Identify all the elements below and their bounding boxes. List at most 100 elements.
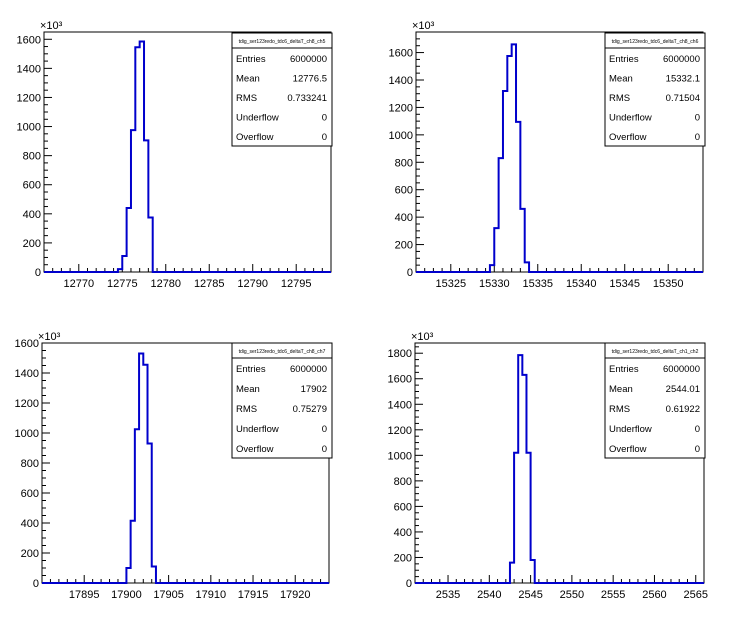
stats-label: Overflow	[236, 444, 274, 455]
stats-value: 0	[322, 444, 327, 455]
stats-value: 6000000	[290, 54, 327, 65]
y-tick-label: 0	[35, 267, 41, 279]
stats-box-title: tdig_ser123redo_tdc6_deltaT_ch8_ch5	[239, 39, 326, 45]
stats-value: 0	[695, 132, 700, 143]
stats-value: 0	[322, 113, 327, 124]
stats-value: 0	[695, 444, 700, 455]
stats-label: Entries	[236, 54, 266, 65]
stats-value: 0	[322, 132, 327, 143]
x-tick-label: 17910	[196, 589, 227, 601]
x-tick-label: 12770	[63, 278, 94, 290]
y-tick-label: 800	[394, 476, 412, 488]
stats-value: 0	[322, 424, 327, 435]
stats-box-frame	[604, 32, 706, 147]
stats-box-title: tdig_ser123redo_tdc6_deltaT_ch8_ch7	[239, 349, 326, 355]
stats-label: Underflow	[236, 424, 279, 435]
y-tick-label: 1400	[17, 63, 41, 75]
y-tick-label: 1400	[389, 75, 413, 87]
stats-value: 0.75279	[293, 404, 327, 415]
x-tick-label: 17920	[280, 589, 311, 601]
y-tick-label: 200	[23, 238, 41, 250]
y-tick-label: 600	[395, 185, 413, 197]
x-tick-label: 17895	[69, 589, 100, 601]
stats-box: tdig_ser123redo_tdc6_deltaT_ch8_ch6 Entri…	[604, 32, 706, 147]
y-tick-label: 400	[395, 212, 413, 224]
histogram-panel-1: 0 200 400 600 800 1000 1200 1400 1600 12770 12775 1…	[17, 20, 333, 290]
y-tick-label: 800	[23, 151, 41, 163]
stats-value: 2544.01	[666, 384, 700, 395]
stats-label: RMS	[609, 404, 630, 415]
x-tick-label: 17905	[153, 589, 184, 601]
y-multiplier-label: ×10³	[412, 20, 435, 32]
x-tick-label: 15325	[435, 278, 466, 290]
histogram-step-line	[42, 352, 329, 584]
y-tick-label: 0	[407, 267, 413, 279]
y-tick-label: 1000	[388, 450, 412, 462]
stats-box-title: tdig_ser123redo_tdc6_deltaT_ch8_ch6	[612, 39, 699, 45]
y-tick-label: 400	[23, 209, 41, 221]
x-tick-label: 12795	[281, 278, 312, 290]
y-tick-label: 1200	[388, 425, 412, 437]
y-tick-label: 1600	[389, 48, 413, 60]
y-tick-label: 1400	[15, 368, 39, 380]
stats-value: 0.71504	[666, 93, 700, 104]
y-tick-label: 200	[21, 548, 39, 560]
stats-value: 0.61922	[666, 404, 700, 415]
stats-label: Underflow	[609, 424, 652, 435]
stats-label: Mean	[236, 384, 260, 395]
stats-box: tdig_ser123redo_tdc6_deltaT_ch1_ch2 Entri…	[604, 342, 706, 459]
histogram-panel-2: 0 200 400 600 800 1000 1200 1400 1600 15325 15330 1…	[389, 20, 706, 290]
stats-value: 17902	[301, 384, 327, 395]
y-tick-label: 1600	[388, 374, 412, 386]
histogram-step-line	[416, 43, 703, 273]
y-tick-label: 0	[33, 578, 39, 590]
stats-value: 6000000	[290, 364, 327, 375]
histogram-panel-3: 0 200 400 600 800 1000 1200 1400 1600 17895 17900 1…	[15, 331, 333, 601]
y-tick-label: 600	[21, 488, 39, 500]
x-tick-label: 12790	[237, 278, 268, 290]
y-tick-label: 1600	[17, 34, 41, 46]
histogram-step-line	[44, 40, 331, 273]
stats-label: Mean	[609, 384, 633, 395]
y-tick-label: 800	[21, 458, 39, 470]
stats-box-title: tdig_ser123redo_tdc6_deltaT_ch1_ch2	[612, 349, 699, 355]
y-tick-label: 1200	[15, 398, 39, 410]
x-tick-label: 2550	[560, 589, 584, 601]
y-multiplier-label: ×10³	[38, 331, 61, 343]
y-tick-label: 400	[394, 527, 412, 539]
x-tick-label: 2540	[477, 589, 501, 601]
stats-box-frame	[604, 342, 706, 459]
y-tick-label: 400	[21, 518, 39, 530]
y-tick-label: 600	[394, 501, 412, 513]
stats-label: Entries	[236, 364, 266, 375]
stats-value: 15332.1	[666, 73, 700, 84]
x-tick-label: 12775	[107, 278, 138, 290]
stats-value: 6000000	[663, 54, 700, 65]
y-tick-label: 1600	[15, 338, 39, 350]
stats-label: RMS	[236, 404, 257, 415]
stats-box: tdig_ser123redo_tdc6_deltaT_ch8_ch7 Entri…	[231, 342, 333, 459]
x-tick-label: 17900	[111, 589, 142, 601]
x-tick-label: 17915	[238, 589, 269, 601]
stats-label: Mean	[609, 73, 633, 84]
x-tick-label: 15345	[609, 278, 640, 290]
x-tick-label: 2560	[642, 589, 666, 601]
y-tick-label: 1200	[389, 102, 413, 114]
y-multiplier-label: ×10³	[411, 331, 434, 343]
y-multiplier-label: ×10³	[40, 20, 63, 32]
stats-value: 12776.5	[293, 73, 327, 84]
x-tick-label: 15340	[566, 278, 597, 290]
y-tick-label: 0	[406, 578, 412, 590]
y-tick-label: 600	[23, 180, 41, 192]
y-tick-label: 1000	[17, 122, 41, 134]
stats-value: 6000000	[663, 364, 700, 375]
stats-label: Underflow	[609, 113, 652, 124]
stats-label: RMS	[609, 93, 630, 104]
stats-box-frame	[231, 32, 333, 147]
y-tick-label: 1000	[389, 130, 413, 142]
stats-label: Overflow	[236, 132, 274, 143]
stats-value: 0	[695, 424, 700, 435]
y-tick-label: 200	[394, 552, 412, 564]
stats-value: 0.733241	[287, 93, 327, 104]
